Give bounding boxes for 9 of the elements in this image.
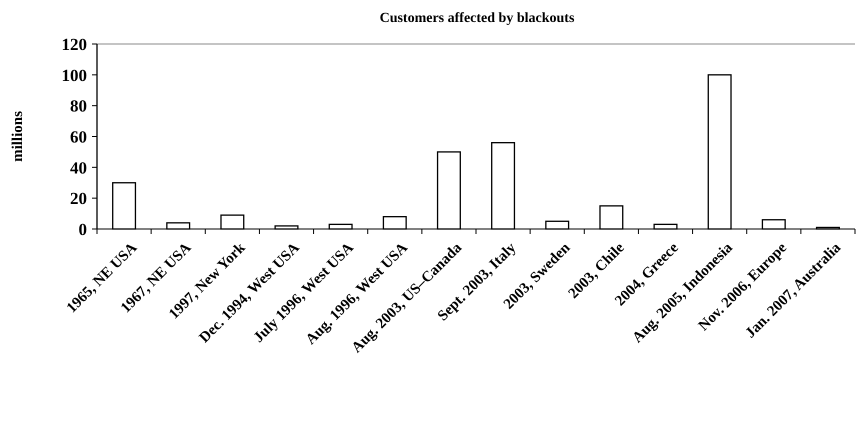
- y-tick-label: 120: [62, 34, 87, 54]
- y-tick-label: 20: [70, 189, 87, 208]
- y-tick-label: 80: [70, 96, 87, 116]
- y-tick-label: 60: [70, 127, 87, 146]
- chart-title: Customers affected by blackouts: [380, 11, 575, 26]
- y-tick-label: 0: [78, 220, 87, 239]
- y-axis-title: millions: [10, 110, 26, 162]
- y-tick-label: 100: [62, 66, 87, 85]
- y-tick-label: 40: [70, 158, 87, 178]
